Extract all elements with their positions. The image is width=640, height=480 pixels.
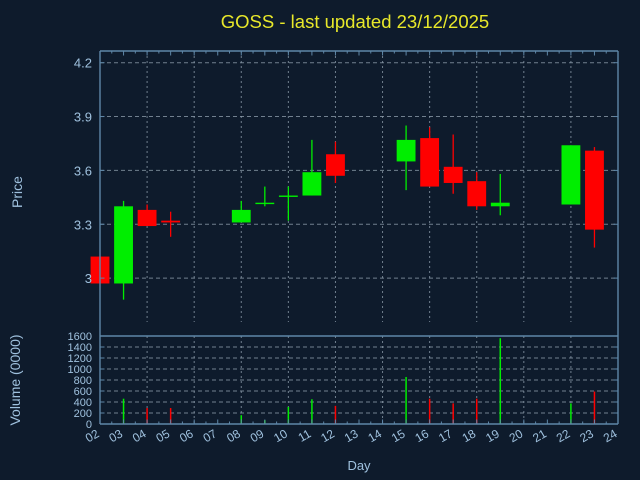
svg-text:Volume (0000): Volume (0000) <box>7 334 23 425</box>
svg-text:3: 3 <box>85 271 92 286</box>
svg-text:GOSS - last updated 23/12/2025: GOSS - last updated 23/12/2025 <box>221 11 489 32</box>
svg-text:3.6: 3.6 <box>74 163 92 178</box>
svg-text:3.9: 3.9 <box>74 110 92 125</box>
svg-text:Price: Price <box>9 176 25 208</box>
svg-text:1000: 1000 <box>68 364 92 376</box>
svg-text:Day: Day <box>347 458 371 473</box>
svg-text:3.3: 3.3 <box>74 217 92 232</box>
svg-text:200: 200 <box>74 408 92 420</box>
svg-text:400: 400 <box>74 397 92 409</box>
svg-text:600: 600 <box>74 386 92 398</box>
svg-text:1400: 1400 <box>68 342 92 354</box>
svg-text:4.2: 4.2 <box>74 56 92 71</box>
svg-text:1600: 1600 <box>68 331 92 343</box>
svg-text:800: 800 <box>74 375 92 387</box>
svg-text:1200: 1200 <box>68 353 92 365</box>
